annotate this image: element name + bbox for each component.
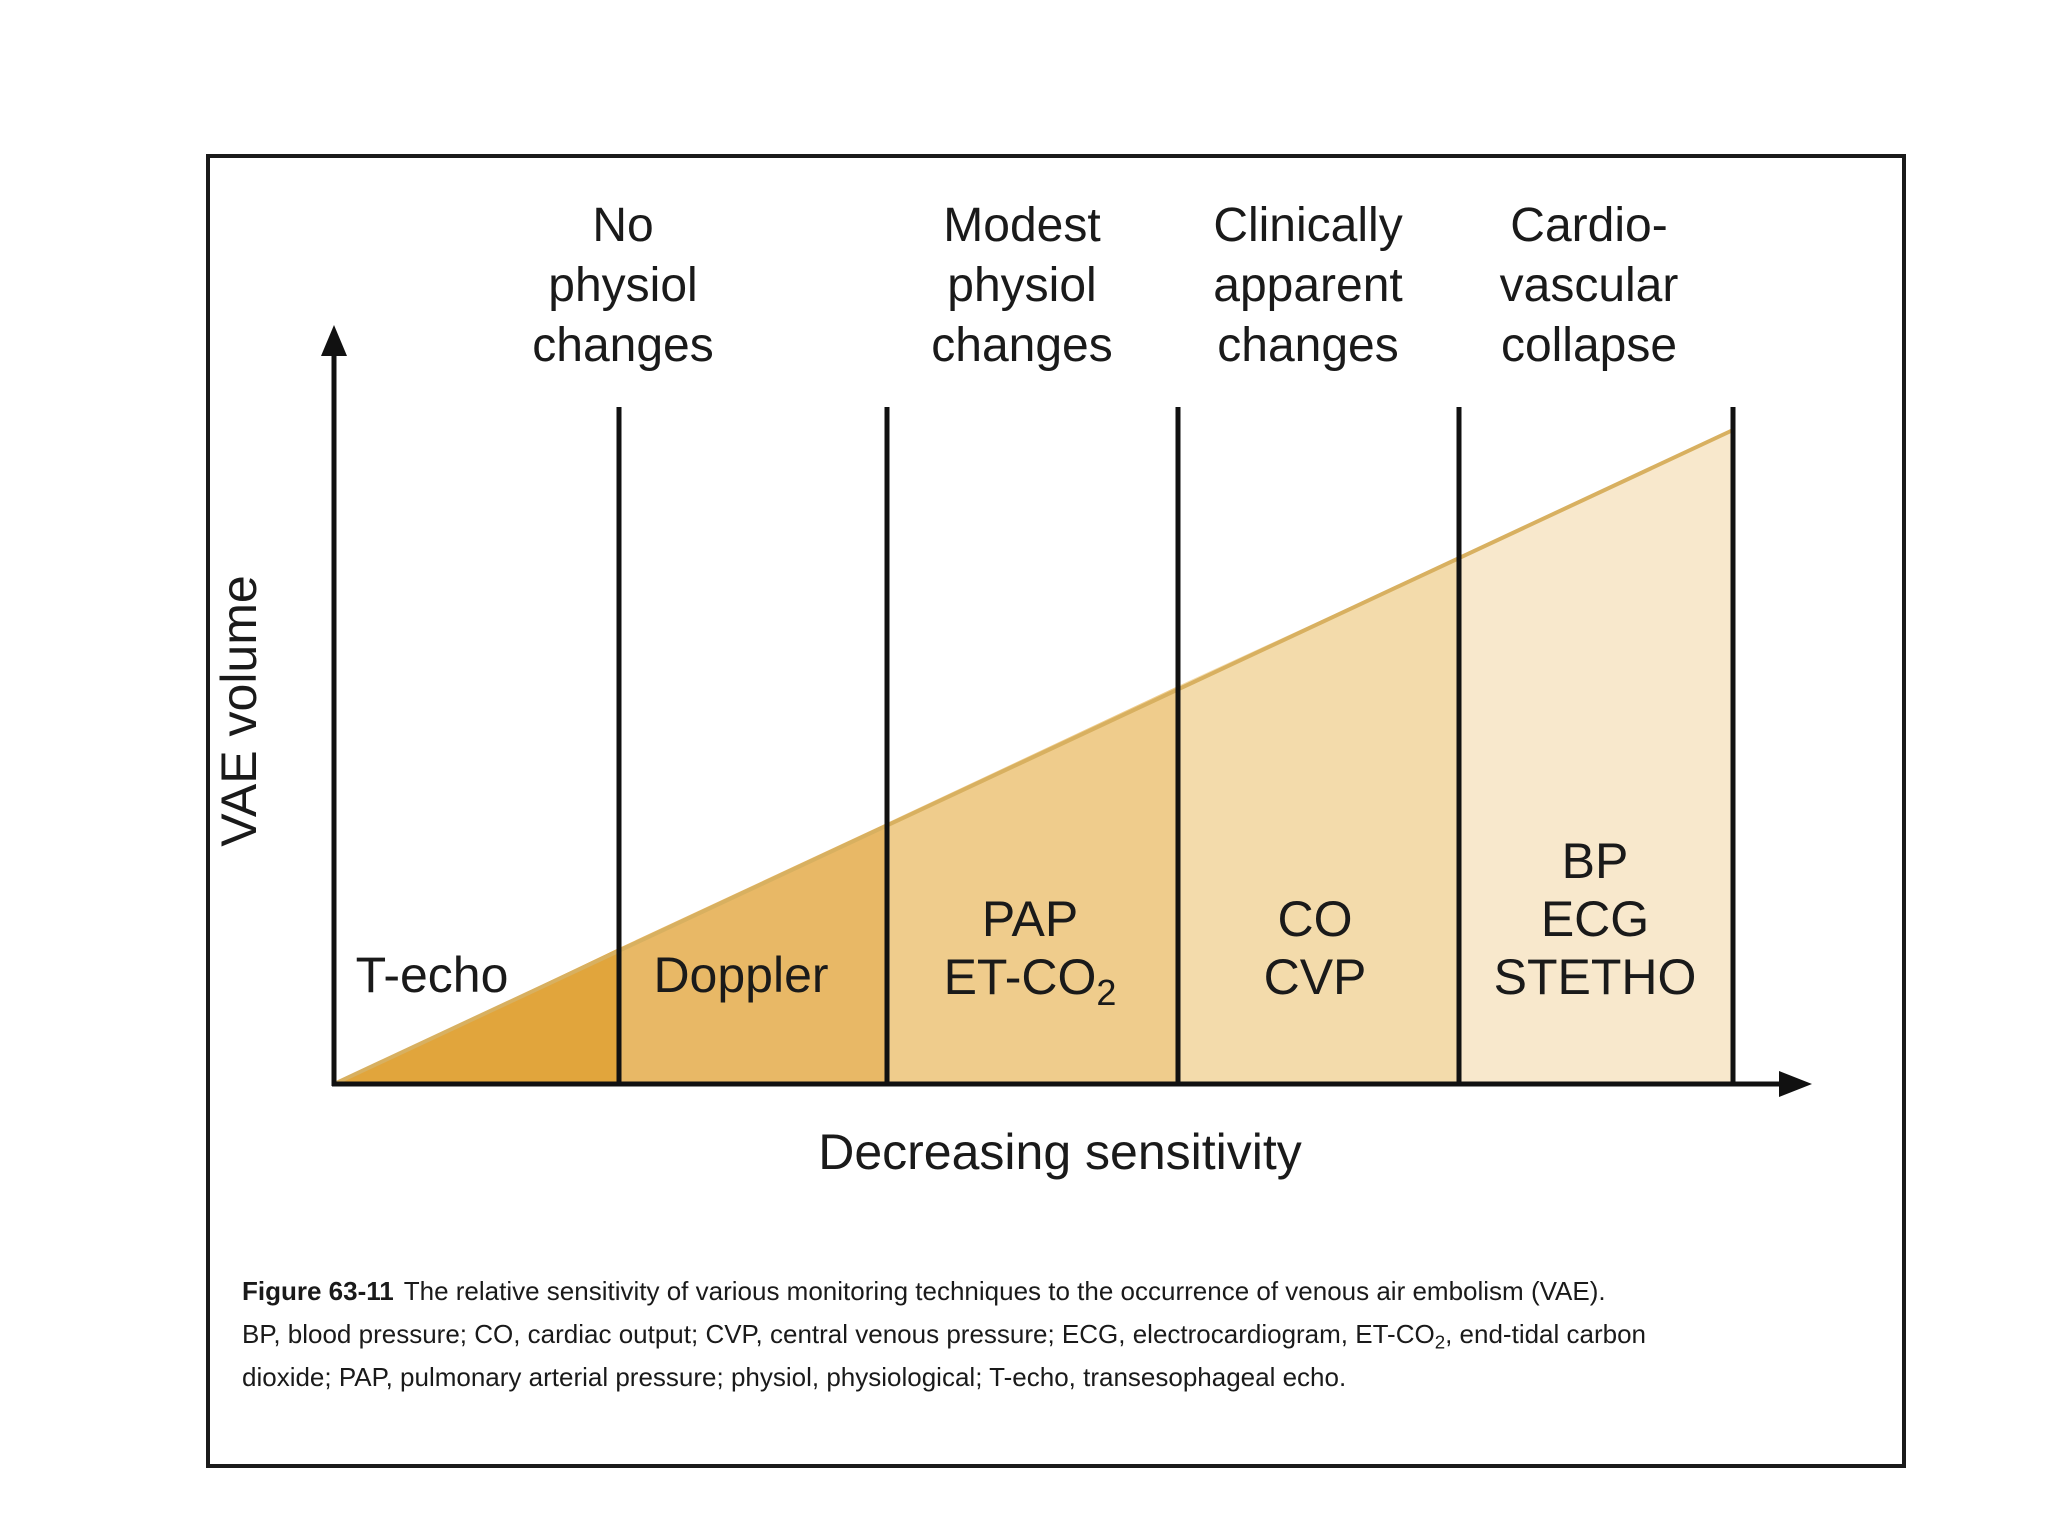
zone-line: Doppler xyxy=(653,947,829,1003)
header-line: collapse xyxy=(1500,319,1678,372)
zone-fill-3 xyxy=(887,686,1178,1084)
header-line: physiol xyxy=(947,259,1097,312)
zone-label-doppler: Doppler xyxy=(616,946,866,1004)
x-axis-label: Decreasing sensitivity xyxy=(818,1124,1302,1180)
zone-label-co-cvp: CO CVP xyxy=(1190,890,1440,1006)
caption-line-2: BP, blood pressure; CO, cardiac output; … xyxy=(242,1313,1822,1356)
header-no-physiol-changes: No physiol changes xyxy=(493,196,753,376)
header-cardiovascular-collapse: Cardio- vascular collapse xyxy=(1459,196,1719,376)
header-line: Modest xyxy=(943,199,1101,252)
x-axis-arrowhead xyxy=(1779,1071,1812,1097)
header-line: changes xyxy=(1217,319,1399,372)
zone-fill-2 xyxy=(619,823,887,1084)
header-line: vascular xyxy=(1499,259,1679,312)
y-axis-arrowhead xyxy=(321,325,347,356)
header-line: apparent xyxy=(1213,259,1403,312)
zone-line: BP xyxy=(1561,833,1629,889)
header-line: changes xyxy=(931,319,1113,372)
caption-line-1: Figure 63-11 The relative sensitivity of … xyxy=(242,1270,1822,1313)
header-line: No xyxy=(592,199,654,252)
zone-fill-4 xyxy=(1178,557,1459,1084)
header-clinically-apparent-changes: Clinically apparent changes xyxy=(1178,196,1438,376)
caption-figure-label: Figure 63-11 xyxy=(242,1276,394,1306)
header-line: changes xyxy=(532,319,714,372)
header-line: physiol xyxy=(548,259,698,312)
zone-line: ET-CO2 xyxy=(905,948,1155,1010)
zone-line: STETHO xyxy=(1493,949,1697,1005)
zone-line: CVP xyxy=(1263,949,1367,1005)
header-line: Cardio- xyxy=(1510,199,1668,252)
caption-text-2b: , end-tidal carbon xyxy=(1445,1319,1647,1349)
header-line: Clinically xyxy=(1213,199,1403,252)
y-axis-label: VAE volume xyxy=(211,575,267,847)
zone-line-subscript: 2 xyxy=(1096,971,1117,1013)
zone-label-bp-ecg-stetho: BP ECG STETHO xyxy=(1470,832,1720,1006)
header-modest-physiol-changes: Modest physiol changes xyxy=(892,196,1152,376)
caption-text-2a: BP, blood pressure; CO, cardiac output; … xyxy=(242,1319,1435,1349)
zone-label-pap-etco2: PAP ET-CO2 xyxy=(905,890,1155,1010)
zone-line: ECG xyxy=(1540,891,1650,947)
zone-line: PAP xyxy=(981,891,1079,947)
caption-subscript: 2 xyxy=(1434,1331,1446,1353)
figure-caption: Figure 63-11 The relative sensitivity of … xyxy=(242,1270,1822,1399)
zone-fill-5 xyxy=(1459,430,1733,1084)
caption-text-1: The relative sensitivity of various moni… xyxy=(403,1276,1606,1306)
zone-line: CO xyxy=(1277,891,1353,947)
zone-line: T-echo xyxy=(355,947,509,1003)
zone-label-t-echo: T-echo xyxy=(307,946,557,1004)
sensitivity-diagonal-line xyxy=(333,428,1734,1086)
zone-line-text: ET-CO xyxy=(943,949,1097,1005)
caption-line-3: dioxide; PAP, pulmonary arterial pressur… xyxy=(242,1362,1347,1392)
